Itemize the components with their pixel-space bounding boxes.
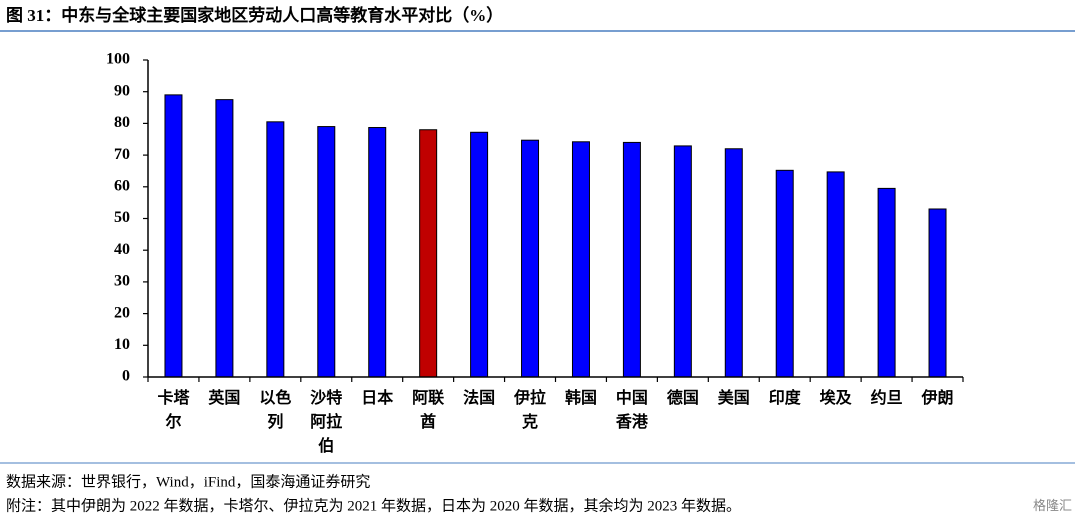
y-tick-label: 20: [114, 304, 130, 321]
y-tick-label: 40: [114, 241, 130, 258]
x-tick-label: 韩国: [565, 388, 597, 407]
y-tick-label: 90: [114, 82, 130, 99]
bar: [775, 169, 794, 378]
bar: [622, 141, 641, 378]
y-tick-label: 10: [114, 336, 130, 353]
bar: [317, 126, 336, 378]
y-tick-label: 70: [114, 146, 130, 163]
x-tick-label: 沙特阿拉伯: [310, 388, 342, 455]
y-tick-label: 0: [122, 368, 130, 385]
x-tick-label: 英国: [207, 388, 240, 407]
bar: [368, 127, 387, 378]
x-tick-label: 法国: [463, 388, 495, 407]
x-tick-label: 卡塔尔: [157, 388, 190, 431]
bar: [877, 187, 896, 378]
x-tick-label: 中国香港: [615, 388, 649, 431]
bar: [928, 208, 947, 378]
x-tick-label: 以色列: [259, 388, 291, 431]
y-tick-label: 50: [114, 209, 130, 226]
x-tick-label: 伊拉克: [513, 388, 546, 431]
watermark: 格隆汇: [1033, 498, 1072, 513]
footnote: 附注：其中伊朗为 2022 年数据，卡塔尔、伊拉克为 2021 年数据，日本为 …: [6, 496, 741, 514]
y-tick-label: 80: [114, 114, 130, 131]
bar: [215, 99, 234, 378]
bar: [470, 131, 489, 378]
x-tick-label: 德国: [667, 388, 699, 407]
bar: [419, 129, 438, 378]
bar: [826, 171, 845, 378]
bar: [521, 139, 540, 378]
x-tick-label: 伊朗: [921, 388, 954, 407]
y-tick-label: 60: [114, 177, 130, 194]
chart-title: 图 31：中东与全球主要国家地区劳动人口高等教育水平对比（%）: [6, 5, 503, 25]
y-tick-label: 100: [106, 51, 130, 68]
bar: [724, 148, 743, 378]
bar: [164, 94, 183, 378]
x-tick-label: 约旦: [871, 388, 903, 407]
source-note: 数据来源：世界银行，Wind，iFind，国泰海通证券研究: [6, 473, 370, 490]
bar: [673, 145, 692, 378]
y-tick-label: 30: [114, 273, 130, 290]
x-tick-label: 日本: [361, 388, 393, 407]
x-tick-label: 美国: [718, 388, 750, 407]
bar: [571, 141, 590, 378]
x-tick-label: 印度: [769, 388, 802, 407]
x-tick-label: 阿联酋: [412, 389, 444, 431]
x-tick-label: 埃及: [820, 388, 853, 407]
bar: [266, 121, 285, 378]
